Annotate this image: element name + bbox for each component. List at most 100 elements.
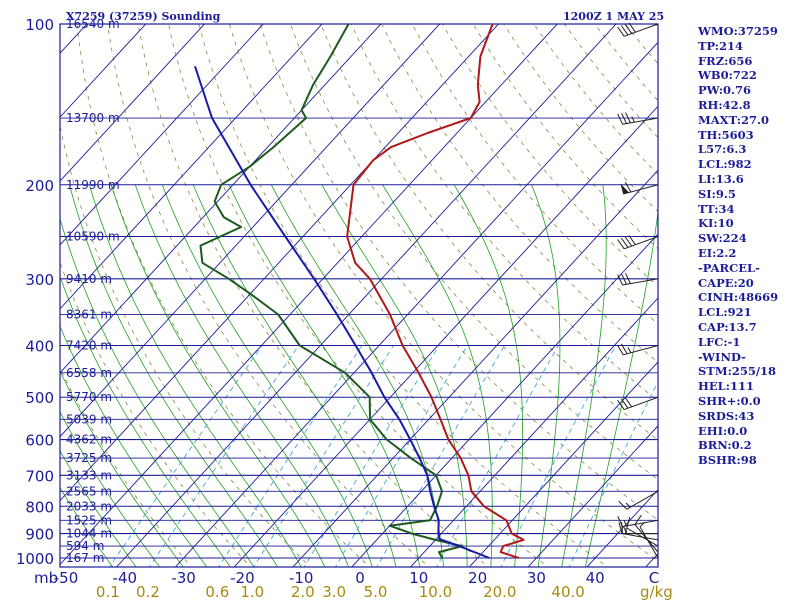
wind-barb-feather xyxy=(628,235,636,245)
wind-barb xyxy=(620,181,659,195)
pressure-label: 500 xyxy=(25,389,54,407)
height-label: 3133 m xyxy=(66,468,112,482)
mixing-ratio-unit: g/kg xyxy=(640,583,673,600)
wind-barb-feather xyxy=(634,514,642,525)
wind-barb-staff xyxy=(622,519,659,528)
plot-frame xyxy=(59,23,659,568)
wind-barb xyxy=(617,516,659,528)
wind-barb xyxy=(617,273,659,286)
moist-adiabat-line xyxy=(89,184,302,567)
wind-barb-staff xyxy=(622,278,659,286)
height-label: 594 m xyxy=(66,539,104,553)
wind-barb xyxy=(617,235,659,250)
wind-barbs xyxy=(617,22,659,559)
pressure-label: 400 xyxy=(25,338,54,356)
index-item: L57:6.3 xyxy=(698,142,747,157)
temperature-tick-label: -40 xyxy=(113,569,138,587)
index-item: CAPE:20 xyxy=(698,275,754,290)
wind-barb-pennant xyxy=(620,183,630,195)
wind-barb-feather xyxy=(618,500,628,510)
wind-barb xyxy=(617,396,659,411)
isotherm-line xyxy=(60,24,323,310)
wind-barb xyxy=(617,22,659,37)
height-label: 2033 m xyxy=(66,499,112,513)
height-label: 3725 m xyxy=(66,451,112,465)
mixing-ratio-line xyxy=(334,345,468,567)
dry-adiabat-line xyxy=(411,24,658,325)
moist-adiabat-line xyxy=(60,411,161,567)
wind-barb-half-feather xyxy=(627,347,632,353)
moist-adiabat-line xyxy=(60,325,208,567)
wind-barb-half-feather xyxy=(625,502,631,508)
moist-adiabat-line xyxy=(60,369,184,567)
wind-barb-feather xyxy=(617,239,625,250)
mixing-ratio-label: 0.6 xyxy=(205,583,229,600)
mixing-ratio-label: 10.0 xyxy=(419,583,452,600)
wind-barb-feather xyxy=(624,236,633,247)
height-label: 16540 m xyxy=(66,17,120,31)
isotherm-line xyxy=(60,24,441,438)
wind-barb-staff xyxy=(626,490,659,510)
pressure-label: 900 xyxy=(25,526,54,544)
dry-adiabat-line xyxy=(320,24,658,441)
wind-barb-feather xyxy=(625,112,631,124)
wind-barb xyxy=(618,522,658,535)
height-label: 2565 m xyxy=(66,484,112,498)
wind-barb xyxy=(617,112,659,125)
mixing-ratio-line xyxy=(568,380,658,567)
index-item: TH:5603 xyxy=(698,127,754,142)
isotherm-line xyxy=(292,169,658,567)
isotherm-line xyxy=(115,24,617,567)
isotherms xyxy=(60,24,658,567)
wind-barb-feather xyxy=(626,516,631,529)
temperature-tick-label: -30 xyxy=(171,569,196,587)
height-label: 13700 m xyxy=(66,111,120,125)
pressure-label: 1000 xyxy=(16,550,54,568)
moist-adiabat-line xyxy=(60,217,255,567)
index-item: HEL:111 xyxy=(698,379,754,394)
mixing-ratio-label: 3.0 xyxy=(322,583,346,600)
index-item: KI:10 xyxy=(698,216,734,231)
wind-barb xyxy=(618,490,659,510)
dry-adiabat-line xyxy=(442,24,658,287)
isotherm-line xyxy=(468,361,658,567)
index-item: MAXT:27.0 xyxy=(698,112,769,127)
isotherm-line xyxy=(60,24,382,374)
pressure-label: 300 xyxy=(25,271,54,289)
index-item: RH:42.8 xyxy=(698,97,751,112)
index-item: -WIND- xyxy=(698,349,746,364)
wind-barb-feather xyxy=(620,343,628,355)
wind-barb-feather xyxy=(617,344,624,356)
moist-adiabat-line xyxy=(228,184,421,567)
moist-adiabat-line xyxy=(161,184,373,567)
wind-barb-feather xyxy=(625,273,631,284)
mixing-ratio-line xyxy=(303,345,440,567)
wind-barb-staff xyxy=(624,23,659,37)
wind-barb-feather xyxy=(624,23,633,34)
sounding-time: 1200Z 1 MAY 25 xyxy=(563,10,664,23)
index-item: PW:0.76 xyxy=(698,83,752,98)
dry-adiabat-line xyxy=(60,367,192,567)
wind-barb xyxy=(617,343,659,356)
wind-barb-staff xyxy=(624,236,659,250)
mixing-ratio-line xyxy=(436,345,559,567)
moist-adiabat-line xyxy=(531,184,561,567)
wind-barb-feather xyxy=(620,25,629,36)
index-item: FRZ:656 xyxy=(698,53,753,68)
index-item: CAP:13.7 xyxy=(698,319,757,334)
mixing-ratio-label: 0.1 xyxy=(96,583,120,600)
wind-barb-staff xyxy=(623,345,659,356)
mixing-ratio-line xyxy=(148,345,300,567)
station-title: X7259 (37259) Sounding xyxy=(66,10,221,23)
temperature-tick-label: 20 xyxy=(468,569,487,587)
height-label: 5039 m xyxy=(66,412,112,426)
index-item: SI:9.5 xyxy=(698,186,736,201)
height-label: 1525 m xyxy=(66,513,112,527)
isotherm-line xyxy=(351,233,658,567)
isotherm-line xyxy=(60,24,500,502)
wind-barb-half-feather xyxy=(623,520,627,527)
dry-adiabat-line xyxy=(107,24,430,567)
temperature-tick-label: -50 xyxy=(54,569,79,587)
